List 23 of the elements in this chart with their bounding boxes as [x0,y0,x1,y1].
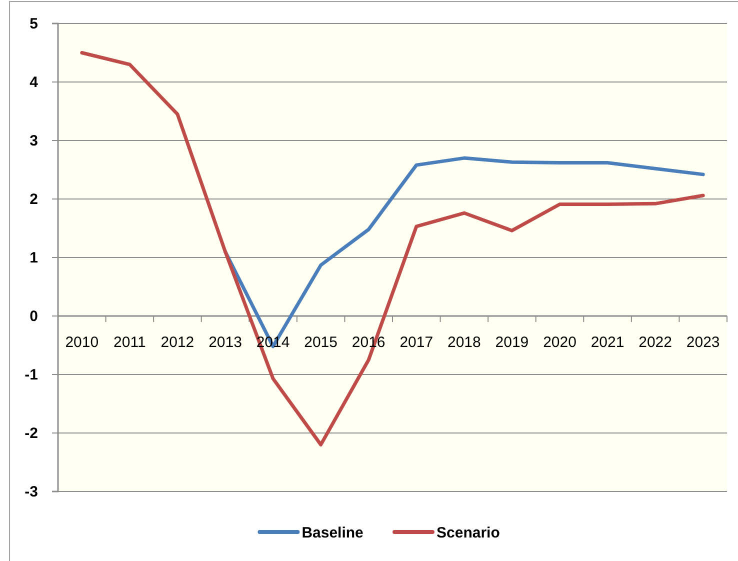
x-tick-label: 2013 [208,334,242,351]
x-tick-label: 2017 [400,334,434,351]
x-tick-label: 2010 [65,334,99,351]
x-tick-label: 2021 [590,334,624,351]
legend-label: Scenario [436,524,500,542]
x-tick-label: 2011 [114,334,146,351]
y-tick-label: 0 [30,308,38,325]
x-tick-label: 2020 [543,334,576,351]
y-tick-label: 3 [30,132,38,150]
y-tick-label: -3 [24,483,38,500]
y-tick-label: -2 [24,424,38,442]
x-tick-label: 2022 [638,334,672,351]
x-tick-label: 2018 [447,334,481,351]
y-tick-label: 4 [30,74,39,91]
y-tick-label: 2 [30,190,38,208]
x-tick-label: 2023 [686,334,720,351]
legend-label: Baseline [302,524,364,542]
y-tick-label: 1 [30,249,38,266]
y-tick-label: -1 [24,366,38,384]
x-tick-label: 2012 [160,334,194,351]
x-tick-label: 2015 [304,334,338,351]
x-tick-label: 2019 [495,334,529,351]
y-tick-label: 5 [30,15,38,32]
